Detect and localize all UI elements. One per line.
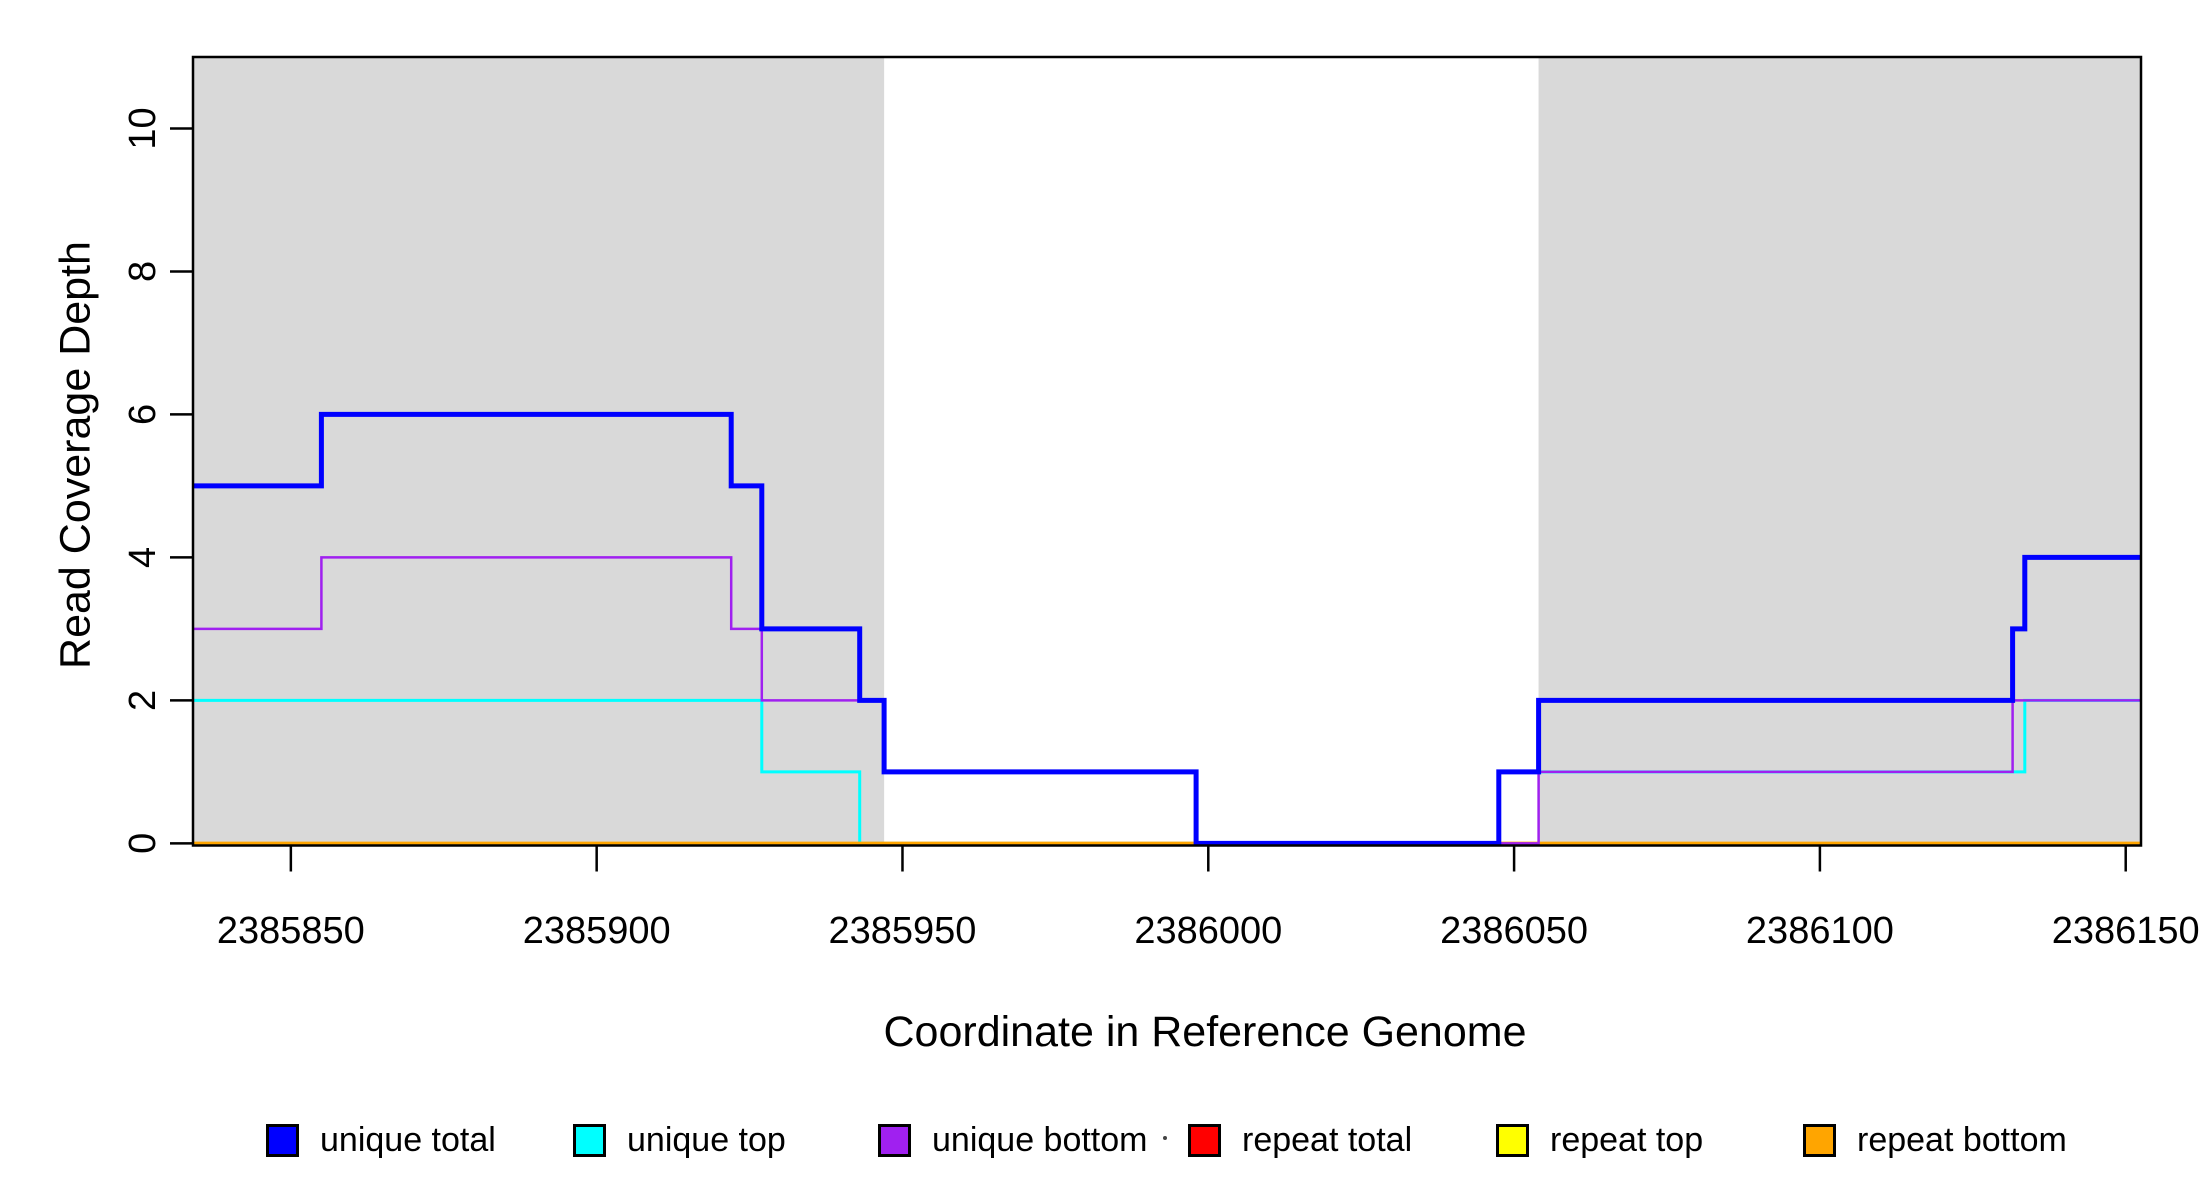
y-tick-label: 8 [122, 261, 164, 282]
x-tick-label: 2386050 [1440, 910, 1588, 952]
y-tick-label: 10 [122, 107, 164, 149]
y-tick-label: 6 [122, 404, 164, 425]
x-tick-label: 2385900 [523, 910, 671, 952]
x-tick-label: 2385950 [829, 910, 977, 952]
x-tick-label: 2385850 [217, 910, 365, 952]
x-tick-label: 2386150 [2052, 910, 2200, 952]
y-tick-label: 4 [122, 547, 164, 568]
x-tick-label: 2386000 [1134, 910, 1282, 952]
legend-stray-dot [1163, 1136, 1167, 1140]
plot-box [191, 55, 2143, 847]
y-tick-label: 2 [122, 690, 164, 711]
x-tick-label: 2386100 [1746, 910, 1894, 952]
y-tick-label: 0 [122, 833, 164, 854]
repeat-region-left [193, 57, 885, 846]
series-unique-total [193, 411, 2141, 846]
repeat-region-right [1538, 57, 2141, 846]
y-axis-title: Read Coverage Depth [51, 241, 100, 669]
x-axis-title: Coordinate in Reference Genome [883, 1008, 1527, 1056]
